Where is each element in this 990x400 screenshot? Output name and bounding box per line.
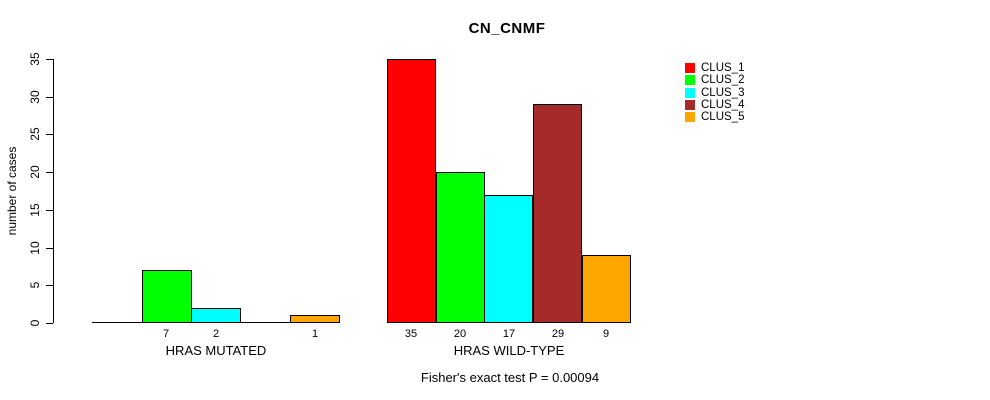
chart-title: CN_CNMF [468, 20, 546, 37]
y-tick [46, 59, 53, 60]
fisher-test-annotation: Fisher's exact test P = 0.00094 [420, 370, 600, 385]
y-tick-label: 30 [28, 90, 42, 104]
y-tick [46, 134, 53, 135]
legend-swatch [685, 100, 695, 111]
bar-value-label: 35 [404, 328, 418, 340]
y-axis-label: number of cases [5, 146, 19, 236]
legend-item: CLUS_3 [685, 87, 744, 99]
legend-item: CLUS_5 [685, 111, 744, 123]
legend-label: CLUS_5 [701, 111, 745, 124]
bar [191, 308, 241, 323]
y-tick [46, 323, 53, 324]
y-tick-label: 25 [28, 127, 42, 141]
legend-label: CLUS_3 [701, 86, 745, 99]
y-tick-label: 20 [28, 165, 42, 179]
legend-item: CLUS_1 [685, 62, 744, 74]
bar [582, 255, 631, 323]
legend-swatch [685, 87, 695, 98]
bar-value-label: 2 [212, 328, 220, 340]
y-tick [46, 97, 53, 98]
legend-item: CLUS_2 [685, 74, 744, 86]
bar [484, 195, 533, 323]
legend-label: CLUS_4 [701, 99, 745, 112]
legend-swatch [685, 75, 695, 86]
y-tick [46, 285, 53, 286]
legend-item: CLUS_4 [685, 99, 744, 111]
legend-swatch [685, 63, 695, 74]
y-tick-label: 5 [28, 281, 42, 289]
bar-value-label: 7 [162, 328, 170, 340]
bar-value-label: 1 [311, 328, 319, 340]
y-tick-label: 15 [28, 203, 42, 217]
y-tick [46, 210, 53, 211]
legend-label: CLUS_2 [701, 74, 745, 87]
legend: CLUS_1 CLUS_2 CLUS_3 CLUS_4 CLUS_5 [685, 62, 744, 123]
group-label: HRAS MUTATED [165, 343, 267, 358]
bar [533, 104, 582, 323]
bar [436, 172, 485, 323]
bar-value-label: 9 [602, 328, 610, 340]
y-tick [46, 248, 53, 249]
bar-value-label: 20 [453, 328, 467, 340]
y-axis-line [53, 59, 54, 323]
y-tick-label: 10 [28, 241, 42, 255]
legend-swatch [685, 112, 695, 123]
bar-value-label: 17 [502, 328, 516, 340]
bar [290, 315, 340, 323]
legend-label: CLUS_1 [701, 62, 745, 75]
group-label: HRAS WILD-TYPE [453, 343, 565, 358]
y-tick-label: 35 [28, 52, 42, 66]
y-tick-label: 0 [28, 319, 42, 327]
bar-value-label: 29 [551, 328, 565, 340]
bar [142, 270, 192, 323]
bar [387, 59, 436, 323]
y-tick [46, 172, 53, 173]
